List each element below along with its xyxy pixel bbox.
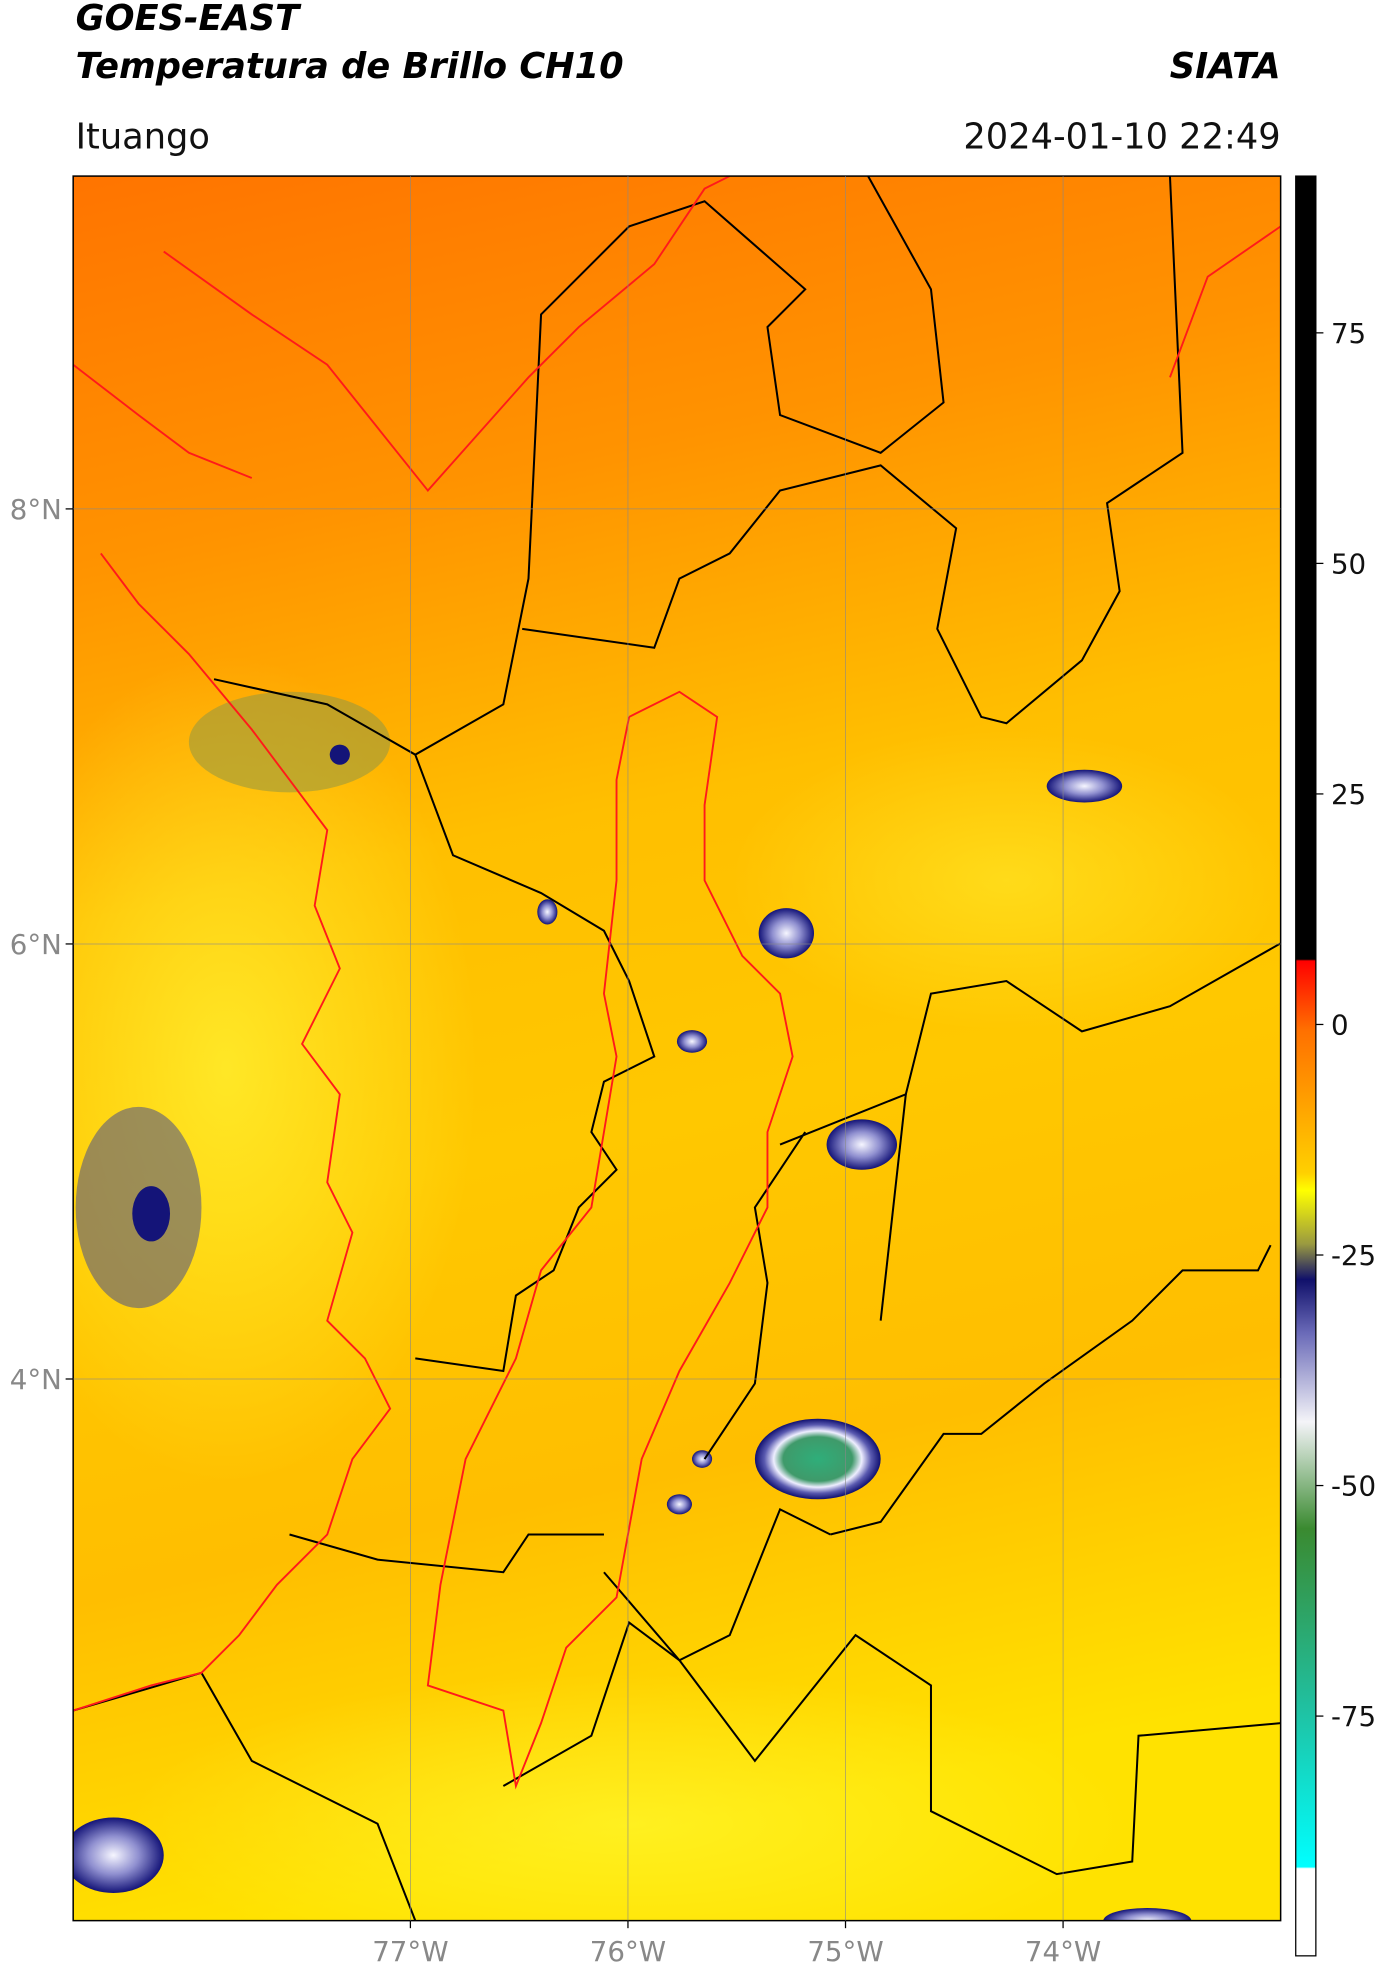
lat-tick-label: 8°N [10, 493, 62, 526]
datetime: 2024-01-10 22:49 [963, 116, 1280, 157]
colorbar-tick-label: 75 [1331, 317, 1366, 350]
map-frame [72, 175, 1282, 1922]
lat-tick-label: 4°N [10, 1363, 62, 1396]
colorbar-tick-label: -50 [1331, 1470, 1376, 1503]
satellite-title: GOES-EAST [76, 0, 302, 39]
colorbar-tick-label: 25 [1331, 778, 1366, 811]
lat-tick-label: 6°N [10, 928, 62, 961]
colorbar-tick-label: -75 [1331, 1700, 1376, 1733]
map-image [73, 176, 1281, 1921]
location: Ituango [76, 116, 210, 157]
colorbar-tick-label: -25 [1331, 1239, 1376, 1272]
lon-tick-label: 75°W [807, 1935, 883, 1968]
colorbar [1295, 175, 1317, 1957]
lon-tick-label: 76°W [590, 1935, 666, 1968]
colorbar-tick-label: 50 [1331, 547, 1366, 580]
colorbar-tick-label: 0 [1331, 1009, 1349, 1042]
lon-tick-label: 74°W [1025, 1935, 1101, 1968]
product-title: Temperatura de Brillo CH10 [76, 46, 624, 87]
brand: SIATA [1170, 46, 1281, 87]
lon-tick-label: 77°W [372, 1935, 448, 1968]
